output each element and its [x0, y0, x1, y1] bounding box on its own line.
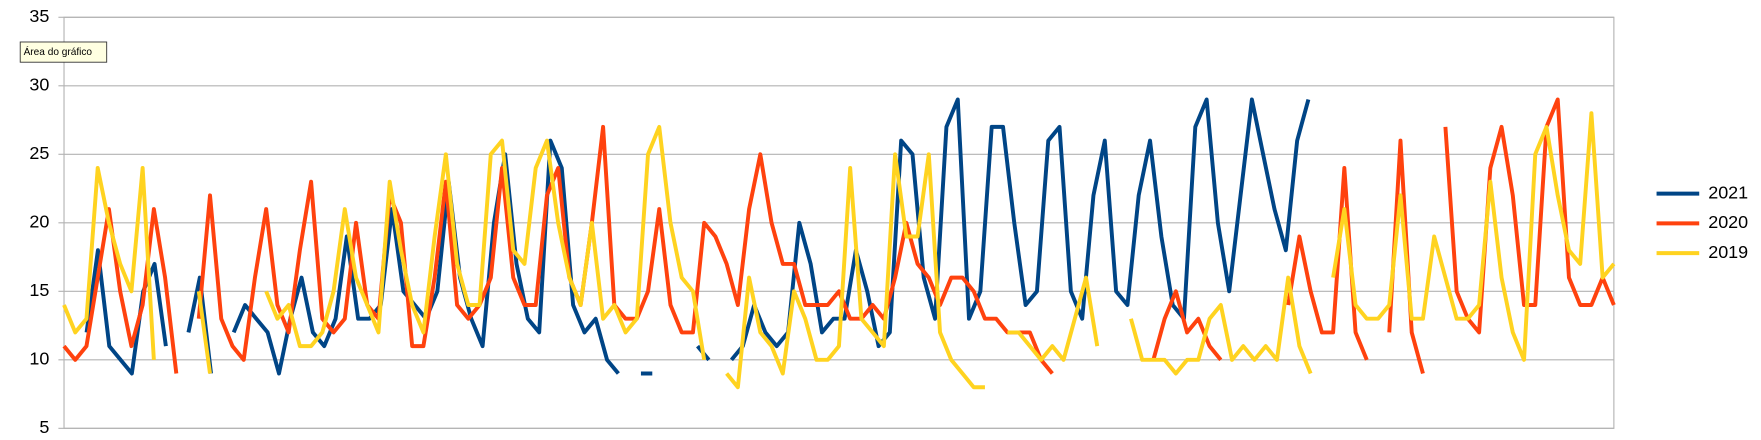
y-tick-label: 35 [29, 6, 49, 26]
y-tick-label: 15 [29, 280, 49, 300]
tooltip-box [19, 41, 108, 63]
y-tick-label: 20 [29, 212, 49, 232]
series-line [62, 111, 1616, 390]
y-tick-label: 5 [39, 417, 49, 437]
y-tick-label: 25 [29, 143, 49, 163]
legend-label: 2019 [1708, 242, 1748, 262]
tooltip-text: Área do gráfico [24, 45, 93, 58]
y-tick-label: 30 [29, 75, 49, 95]
legend-label: 2021 [1708, 182, 1748, 202]
plot-frame [63, 16, 1615, 429]
series-line [62, 97, 1616, 375]
legend-label: 2020 [1708, 212, 1748, 232]
y-tick-label: 10 [29, 349, 49, 369]
